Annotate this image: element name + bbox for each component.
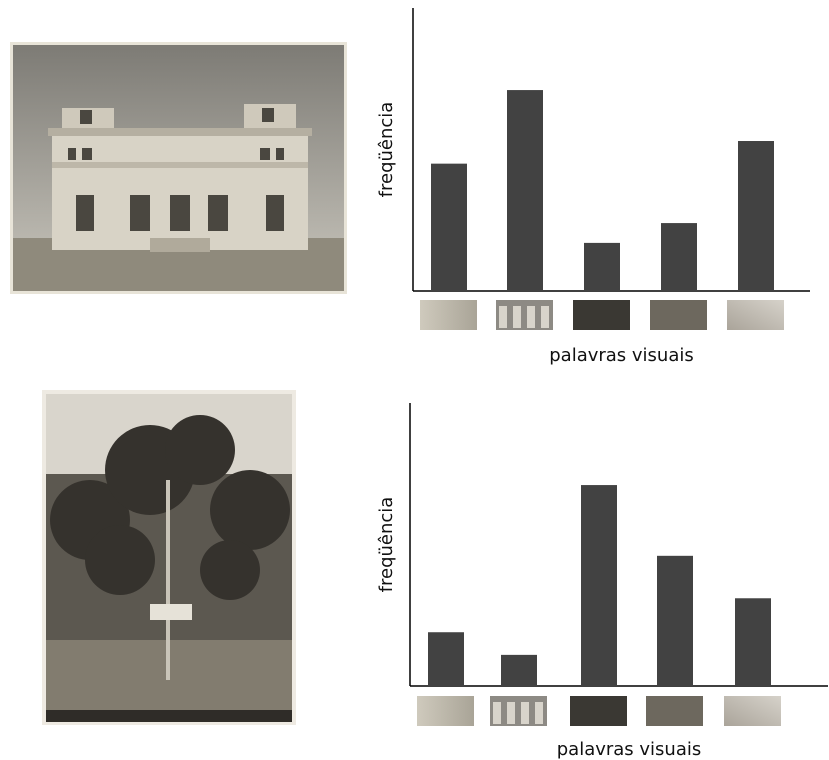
thumbnail-image (420, 300, 477, 330)
visual-word-thumbnail (727, 300, 784, 330)
thumbnail-detail (513, 306, 521, 328)
thumbnail-image (417, 696, 474, 726)
thumbnail-detail (507, 702, 515, 724)
visual-word-thumbnail (646, 696, 703, 726)
visual-word-thumbnail (573, 300, 630, 330)
thumbnail-image (646, 696, 703, 726)
thumbnail-image (727, 300, 784, 330)
y-axis-label: freqüência (376, 497, 397, 593)
x-axis-label: palavras visuais (549, 345, 694, 366)
visual-word-thumbnail (496, 300, 553, 330)
photo-trees (42, 390, 296, 725)
photo-building (10, 42, 347, 294)
bar (581, 485, 617, 686)
thumbnail-image (724, 696, 781, 726)
thumbnail-detail (527, 306, 535, 328)
visual-word-thumbnail (650, 300, 707, 330)
visual-word-thumbnail (724, 696, 781, 726)
bar (507, 90, 543, 291)
thumbnail-image (650, 300, 707, 330)
bar (738, 141, 774, 291)
bar (657, 556, 693, 686)
visual-word-thumbnail (490, 696, 547, 726)
bar (501, 655, 537, 686)
thumbnail-detail (535, 702, 543, 724)
bar (661, 223, 697, 291)
figure: palavras visuais freqüência palavras visua… (0, 0, 829, 760)
thumbnail-image (573, 300, 630, 330)
y-axis-label: freqüência (376, 102, 397, 198)
bar (428, 632, 464, 686)
visual-word-thumbnail (570, 696, 627, 726)
visual-word-thumbnail (420, 300, 477, 330)
thumbnail-image (570, 696, 627, 726)
bar (431, 164, 467, 291)
thumbnail-detail (521, 702, 529, 724)
bar (584, 243, 620, 291)
thumbnail-detail (493, 702, 501, 724)
bar (735, 598, 771, 686)
thumbnail-detail (499, 306, 507, 328)
thumbnail-detail (541, 306, 549, 328)
x-axis-label: palavras visuais (557, 739, 702, 760)
visual-word-thumbnail (417, 696, 474, 726)
